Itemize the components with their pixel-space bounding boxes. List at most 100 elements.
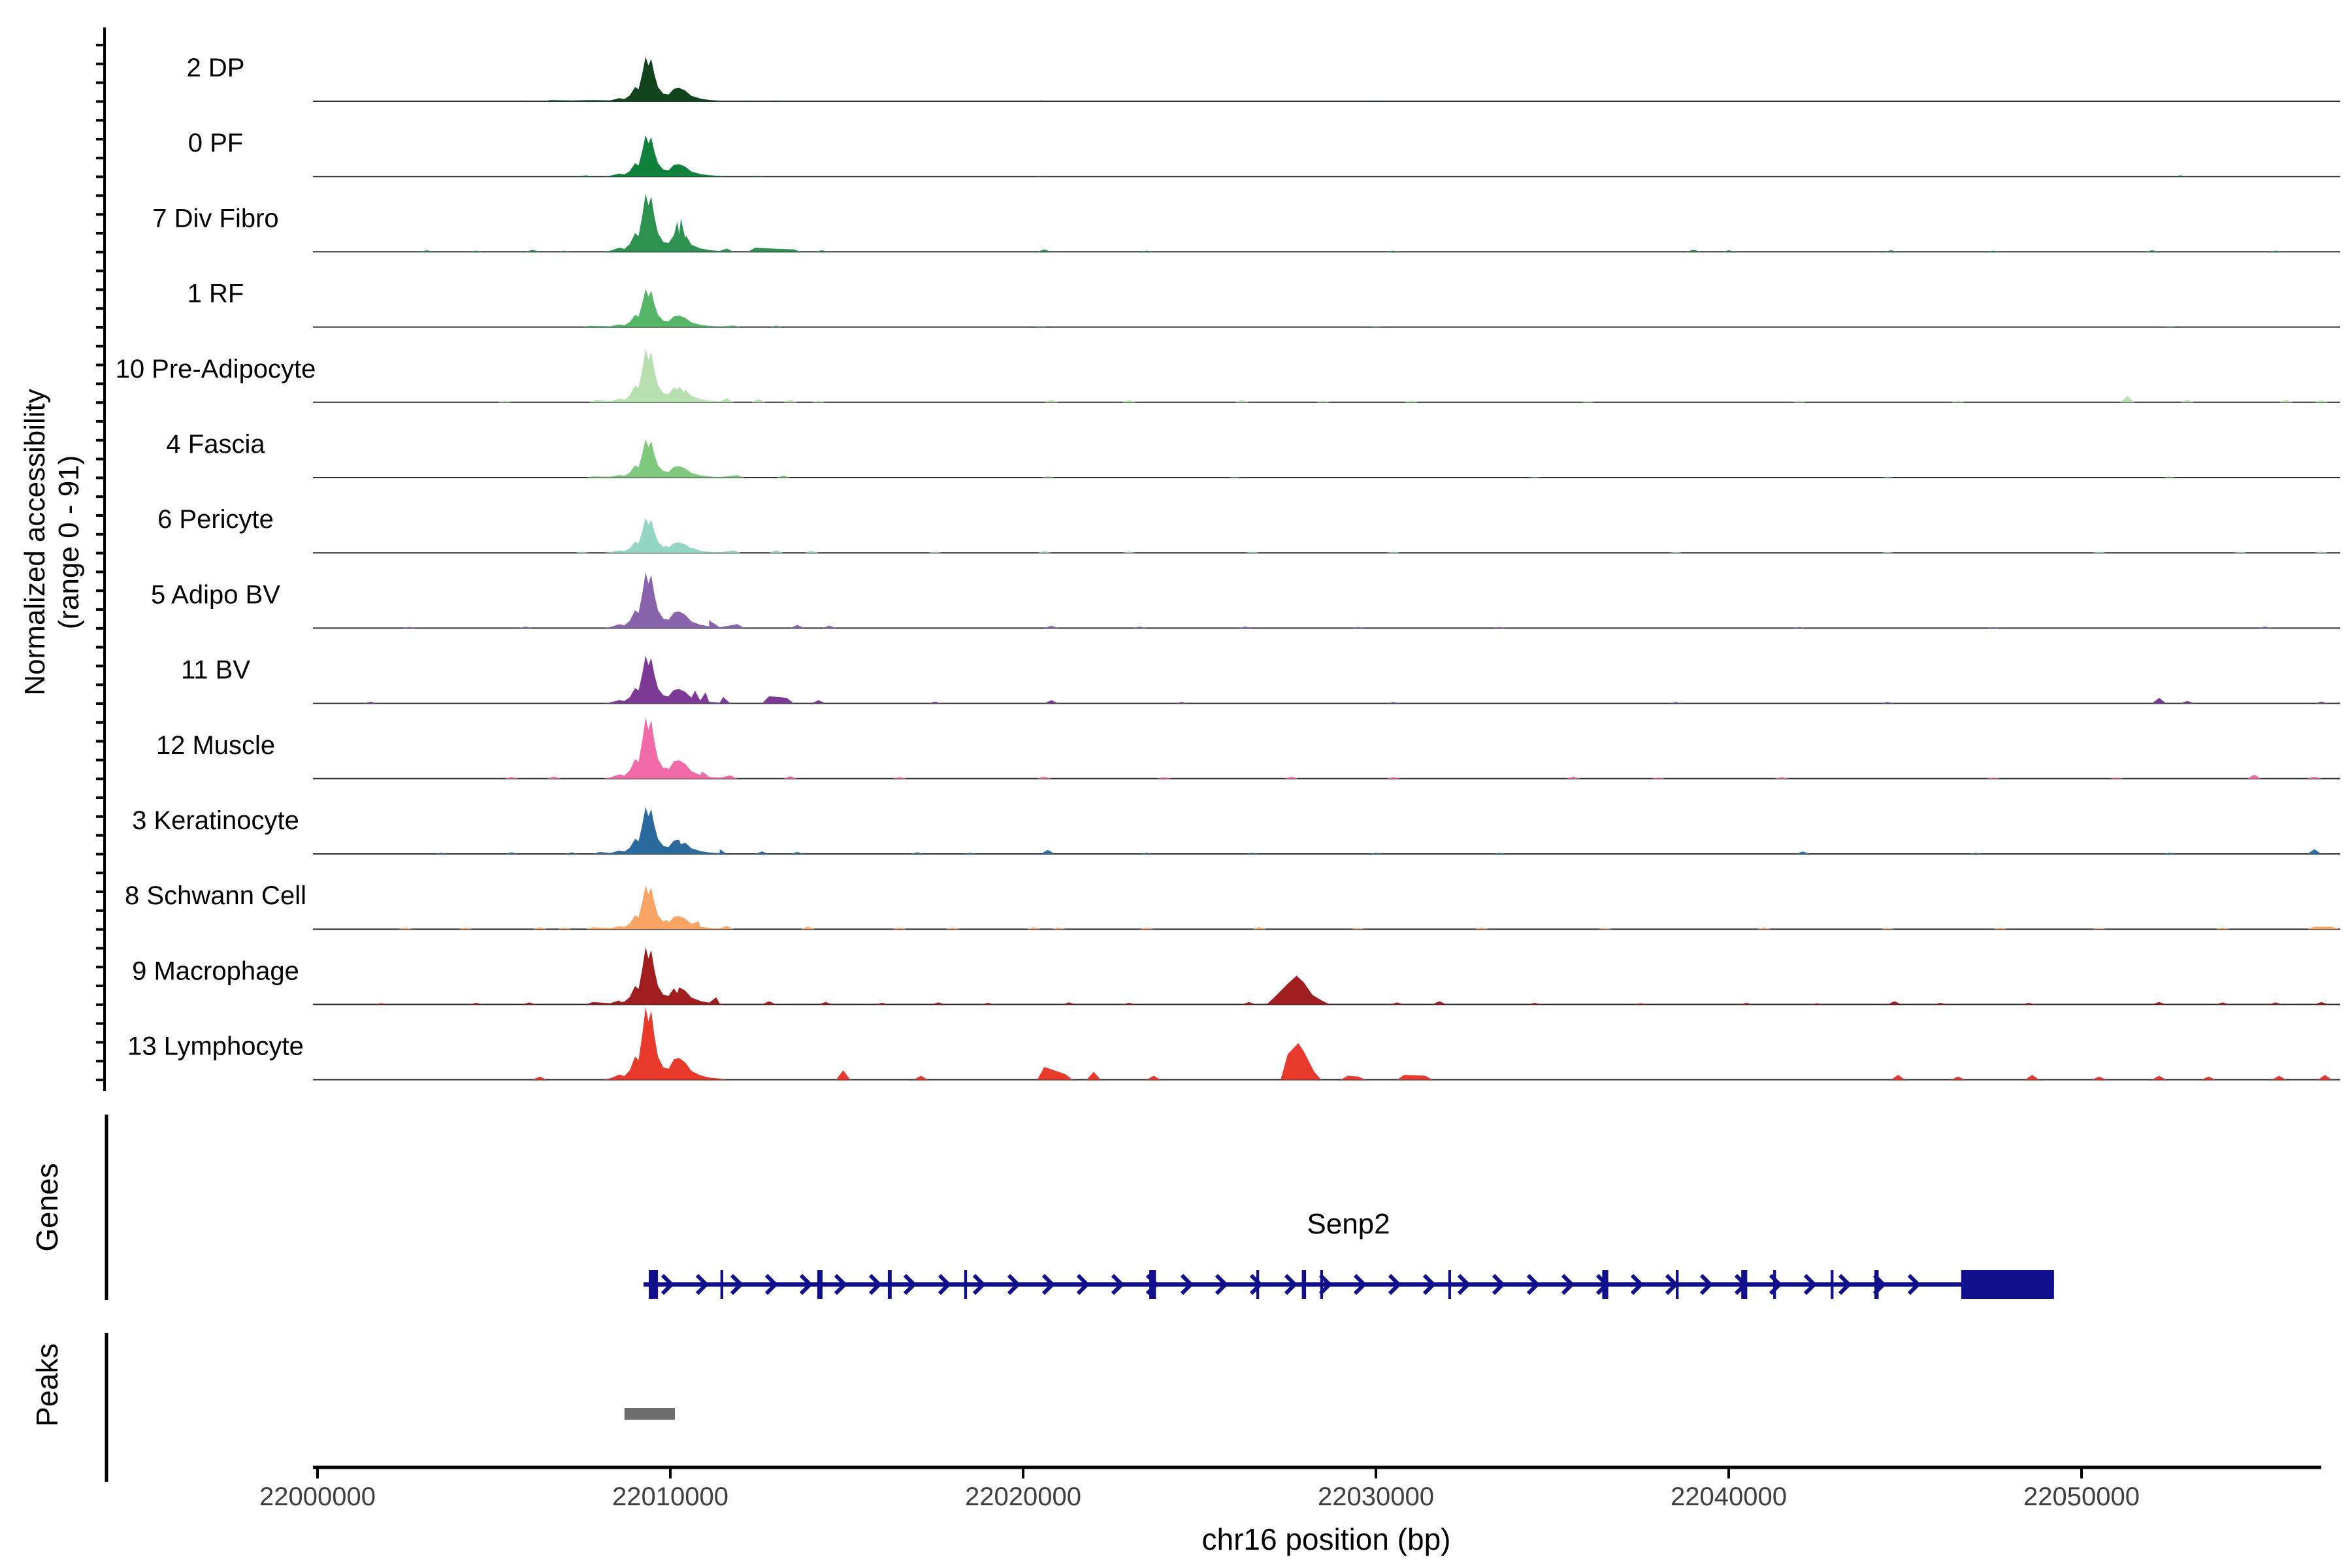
exon-tick xyxy=(1301,1270,1307,1299)
strand-arrow-icon xyxy=(1492,1273,1506,1296)
strand-arrow-icon xyxy=(1699,1273,1714,1296)
x-axis-tick-label: 22050000 xyxy=(2023,1482,2140,1511)
gene-model-senp2 xyxy=(643,1270,2054,1299)
x-axis-tick-label: 22000000 xyxy=(259,1482,376,1511)
track-signal-area xyxy=(582,289,2177,327)
track-label: 4 Fascia xyxy=(166,430,265,459)
x-axis-tick-label: 22040000 xyxy=(1671,1482,1787,1511)
peaks-section-label: Peaks xyxy=(30,1343,64,1427)
exon-tick xyxy=(1320,1270,1323,1299)
track-signal-area xyxy=(434,807,2322,854)
strand-arrow-icon xyxy=(834,1273,848,1296)
track-label: 11 BV xyxy=(181,656,250,685)
track-signal-area xyxy=(585,439,2177,478)
track-label: 7 Div Fibro xyxy=(152,204,278,233)
track-12-muscle: 12 Muscle xyxy=(156,717,2340,779)
exon-tick xyxy=(720,1270,723,1299)
track-label: 13 Lymphocyte xyxy=(127,1032,304,1061)
accessibility-tracks: 2 DP 0 PF 7 Div Fibro 1 RF 10 Pre-Adipocyte 4… xyxy=(116,54,2340,1081)
track-signal-area xyxy=(532,1007,2332,1080)
x-axis-tick-label: 22010000 xyxy=(612,1482,728,1511)
strand-arrow-icon xyxy=(1388,1273,1402,1296)
track-8-schwann-cell: 8 Schwann Cell xyxy=(125,881,2340,930)
exon-tick xyxy=(649,1270,659,1299)
track-label: 2 DP xyxy=(187,54,245,82)
track-7-div-fibro: 7 Div Fibro xyxy=(152,193,2340,253)
track-label: 5 Adipo BV xyxy=(151,580,280,609)
y-axis-title-line1: Normalized accessibility xyxy=(19,389,51,695)
strand-arrow-icon xyxy=(868,1273,883,1296)
track-13-lymphocyte: 13 Lymphocyte xyxy=(127,1007,2340,1081)
track-label: 6 Pericyte xyxy=(157,505,274,534)
peak-bar xyxy=(624,1408,676,1420)
strand-arrow-icon xyxy=(1630,1273,1644,1296)
exon-tick xyxy=(1831,1270,1834,1299)
strand-arrow-icon xyxy=(1007,1273,1021,1296)
track-5-adipo-bv: 5 Adipo BV xyxy=(151,572,2340,629)
strand-arrow-icon xyxy=(1215,1273,1229,1296)
exon-tick xyxy=(1256,1270,1260,1299)
exon-tick xyxy=(1602,1270,1609,1299)
track-6-pericyte: 6 Pericyte xyxy=(157,505,2340,554)
track-signal-area xyxy=(402,572,2272,629)
track-label: 3 Keratinocyte xyxy=(132,806,299,835)
track-signal-area xyxy=(399,885,2340,930)
strand-arrow-icon xyxy=(1284,1273,1298,1296)
strand-arrow-icon xyxy=(1111,1273,1125,1296)
strand-arrow-icon xyxy=(903,1273,917,1296)
track-4-fascia: 4 Fascia xyxy=(166,430,2340,478)
y-axis-ticks xyxy=(96,44,105,1081)
strand-arrow-icon xyxy=(938,1273,952,1296)
exon-tick xyxy=(817,1270,823,1299)
utr-exon-box xyxy=(1961,1270,2054,1299)
track-label: 10 Pre-Adipocyte xyxy=(116,355,316,384)
strand-arrow-icon xyxy=(1318,1273,1333,1296)
strand-arrow-icon xyxy=(1838,1273,1852,1296)
track-label: 9 Macrophage xyxy=(132,956,299,985)
strand-arrow-icon xyxy=(695,1273,710,1296)
track-11-bv: 11 BV xyxy=(181,655,2340,704)
strand-arrow-icon xyxy=(799,1273,813,1296)
strand-arrow-icon xyxy=(1526,1273,1541,1296)
strand-arrow-icon xyxy=(1180,1273,1194,1296)
x-axis-tick-label: 22020000 xyxy=(965,1482,1081,1511)
called-peaks xyxy=(624,1408,676,1420)
track-2-dp: 2 DP xyxy=(187,54,2340,102)
y-axis-title-line2: (range 0 - 91) xyxy=(53,455,85,630)
track-signal-area xyxy=(374,947,2329,1005)
track-signal-area xyxy=(363,655,2329,704)
exon-tick xyxy=(1773,1270,1776,1299)
exon-tick xyxy=(1448,1270,1452,1299)
track-1-rf: 1 RF xyxy=(188,280,2340,328)
strand-arrow-icon xyxy=(661,1273,675,1296)
strand-arrow-icon xyxy=(1076,1273,1090,1296)
x-axis-ticks: 22000000 22010000 22020000 22030000 22040000… xyxy=(259,1467,2140,1511)
strand-arrow-icon xyxy=(764,1273,779,1296)
strand-arrow-icon xyxy=(1907,1273,1921,1296)
track-9-macrophage: 9 Macrophage xyxy=(132,947,2340,1005)
strand-arrow-icon xyxy=(1665,1273,1679,1296)
track-0-pf: 0 PF xyxy=(188,129,2340,178)
strand-arrow-icon xyxy=(1803,1273,1818,1296)
track-10-pre-adipocyte: 10 Pre-Adipocyte xyxy=(116,349,2340,403)
exon-tick xyxy=(1874,1270,1879,1299)
strand-arrow-icon xyxy=(1457,1273,1471,1296)
strand-arrow-icon xyxy=(1249,1273,1264,1296)
strand-arrow-icon xyxy=(1422,1273,1437,1296)
track-signal-area xyxy=(578,135,2187,177)
exon-tick xyxy=(1676,1270,1679,1299)
track-signal-area xyxy=(419,193,2283,252)
track-3-keratinocyte: 3 Keratinocyte xyxy=(132,806,2340,855)
gene-name-label: Senp2 xyxy=(1307,1208,1390,1240)
exon-tick xyxy=(1149,1270,1156,1299)
genes-section-label: Genes xyxy=(30,1163,64,1252)
track-signal-area xyxy=(575,517,2329,553)
exon-tick xyxy=(1741,1270,1748,1299)
track-label: 1 RF xyxy=(188,280,244,308)
exon-tick xyxy=(887,1270,892,1299)
track-label: 12 Muscle xyxy=(156,731,275,760)
track-label: 0 PF xyxy=(188,129,243,157)
strand-arrow-icon xyxy=(972,1273,987,1296)
